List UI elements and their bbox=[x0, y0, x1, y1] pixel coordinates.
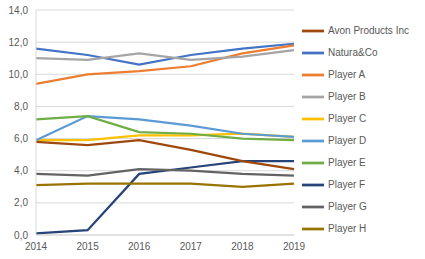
svg-text:2015: 2015 bbox=[76, 241, 99, 252]
html-text:Player H: Player H bbox=[328, 222, 367, 234]
svg-text:14,0: 14,0 bbox=[9, 5, 29, 16]
svg-text:2014: 2014 bbox=[25, 241, 48, 252]
svg-text:2,0: 2,0 bbox=[14, 197, 28, 208]
html-text:Player G: Player G bbox=[328, 200, 367, 212]
svg-text:0,0: 0,0 bbox=[14, 230, 28, 241]
svg-text:6,0: 6,0 bbox=[14, 133, 28, 144]
html-text:Player B: Player B bbox=[328, 90, 366, 102]
svg-text:10,0: 10,0 bbox=[9, 69, 29, 80]
svg-text:4,0: 4,0 bbox=[14, 165, 28, 176]
svg-text:2017: 2017 bbox=[180, 241, 203, 252]
html-text:Avon Products Inc: Avon Products Inc bbox=[328, 24, 409, 36]
html-text:Natura&Co: Natura&Co bbox=[328, 46, 378, 58]
html-text:Player A: Player A bbox=[328, 68, 366, 80]
html-text:Player E: Player E bbox=[328, 156, 366, 168]
html-text:Player F: Player F bbox=[328, 178, 366, 190]
svg-text:2019: 2019 bbox=[283, 241, 306, 252]
svg-text:12,0: 12,0 bbox=[9, 37, 29, 48]
html-text:Player D: Player D bbox=[328, 134, 367, 146]
svg-text:8,0: 8,0 bbox=[14, 101, 28, 112]
svg-text:2018: 2018 bbox=[231, 241, 254, 252]
html-text:Player C: Player C bbox=[328, 112, 367, 124]
svg-text:2016: 2016 bbox=[128, 241, 151, 252]
